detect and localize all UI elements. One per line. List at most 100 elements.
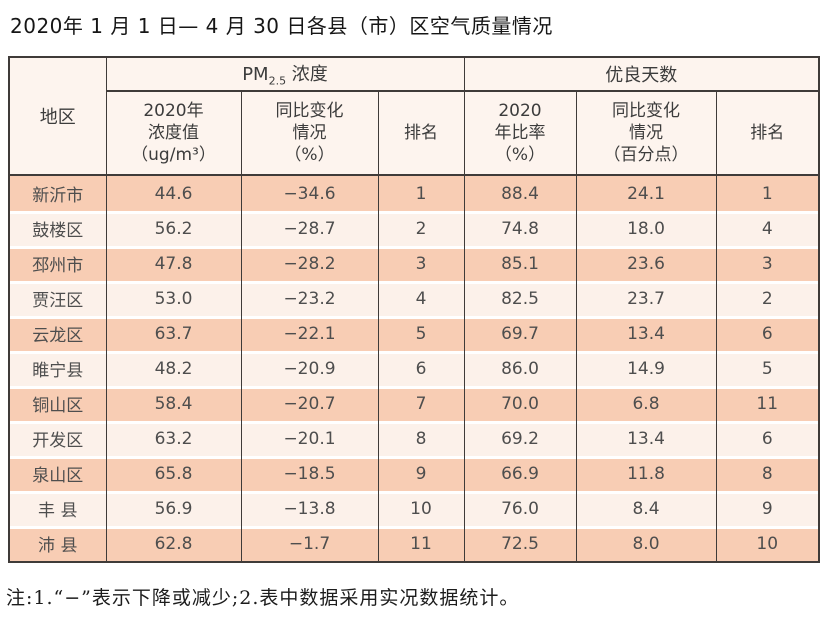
cell-good-change: 6.8: [575, 386, 716, 421]
cell-good-change: 13.4: [575, 421, 716, 456]
cell-pm-rank: 2: [377, 211, 464, 246]
cell-pm-rank: 5: [377, 316, 464, 351]
cell-pm-change: −28.2: [240, 246, 378, 281]
cell-good-rate: 70.0: [463, 386, 576, 421]
cell-pm-value: 65.8: [105, 456, 241, 491]
cell-good-rate: 82.5: [463, 281, 576, 316]
air-quality-table: 地区 PM2.5 浓度 优良天数 2020年 浓度值 （ug/m³） 同比变化 …: [8, 56, 820, 563]
cell-pm-change: −23.2: [240, 281, 378, 316]
cell-good-rank: 4: [715, 211, 819, 246]
footnote: 注:1.“−”表示下降或减少;2.表中数据采用实况数据统计。: [6, 587, 520, 609]
cell-pm-value: 63.7: [105, 316, 241, 351]
cell-pm-value: 62.8: [105, 526, 241, 562]
header-pm-rank: 排名: [377, 91, 464, 176]
cell-good-change: 8.0: [575, 526, 716, 562]
cell-pm-change: −20.9: [240, 351, 378, 386]
cell-good-rank: 6: [715, 316, 819, 351]
cell-good-rate: 76.0: [463, 491, 576, 526]
header-group-row: 地区 PM2.5 浓度 优良天数: [8, 57, 819, 176]
cell-pm-value: 58.4: [105, 386, 241, 421]
cell-good-rank: 5: [715, 351, 819, 386]
cell-good-rank: 6: [715, 421, 819, 456]
cell-pm-rank: 4: [377, 281, 464, 316]
table-row: 铜山区 58.4 −20.7 7 70.0 6.8 11: [8, 386, 819, 421]
pm25-label-prefix: PM: [242, 64, 269, 86]
cell-pm-change: −13.8: [240, 491, 378, 526]
cell-good-rate: 69.7: [463, 316, 576, 351]
cell-pm-rank: 11: [377, 526, 464, 562]
cell-region: 丰 县: [8, 491, 106, 526]
cell-region: 开发区: [8, 421, 106, 456]
cell-pm-value: 53.0: [105, 281, 241, 316]
cell-pm-rank: 7: [377, 386, 464, 421]
header-pm25-group: PM2.5 浓度: [105, 57, 464, 92]
cell-pm-change: −1.7: [240, 526, 378, 562]
cell-region: 睢宁县: [8, 351, 106, 386]
cell-pm-rank: 10: [377, 491, 464, 526]
table-row: 睢宁县 48.2 −20.9 6 86.0 14.9 5: [8, 351, 819, 386]
cell-region: 贾汪区: [8, 281, 106, 316]
cell-pm-value: 47.8: [105, 246, 241, 281]
header-pm-change: 同比变化 情况 （%）: [240, 91, 378, 176]
cell-pm-change: −22.1: [240, 316, 378, 351]
cell-good-rate: 85.1: [463, 246, 576, 281]
table-row: 云龙区 63.7 −22.1 5 69.7 13.4 6: [8, 316, 819, 351]
cell-region: 邳州市: [8, 246, 106, 281]
cell-good-rate: 72.5: [463, 526, 576, 562]
cell-good-change: 11.8: [575, 456, 716, 491]
cell-good-change: 23.7: [575, 281, 716, 316]
cell-good-rank: 1: [715, 175, 819, 211]
cell-good-change: 23.6: [575, 246, 716, 281]
cell-pm-change: −18.5: [240, 456, 378, 491]
cell-pm-change: −28.7: [240, 211, 378, 246]
cell-region: 云龙区: [8, 316, 106, 351]
cell-pm-value: 48.2: [105, 351, 241, 386]
cell-pm-change: −20.7: [240, 386, 378, 421]
pm25-label-subscript: 2.5: [268, 74, 287, 88]
cell-pm-value: 63.2: [105, 421, 241, 456]
pm25-label-suffix: 浓度: [286, 64, 328, 86]
cell-region: 泉山区: [8, 456, 106, 491]
table-row: 新沂市 44.6 −34.6 1 88.4 24.1 1: [8, 175, 819, 211]
cell-pm-rank: 9: [377, 456, 464, 491]
cell-good-rate: 74.8: [463, 211, 576, 246]
cell-good-change: 18.0: [575, 211, 716, 246]
cell-good-change: 24.1: [575, 175, 716, 211]
cell-pm-rank: 1: [377, 175, 464, 211]
cell-pm-value: 56.9: [105, 491, 241, 526]
cell-region: 铜山区: [8, 386, 106, 421]
header-good-days-group: 优良天数: [463, 57, 819, 92]
header-good-change: 同比变化 情况 （百分点）: [575, 91, 716, 176]
header-sub-row: 2020年 浓度值 （ug/m³） 同比变化 情况 （%） 排名 2020 年比…: [9, 91, 819, 176]
cell-good-change: 13.4: [575, 316, 716, 351]
table-row: 丰 县 56.9 −13.8 10 76.0 8.4 9: [8, 491, 819, 526]
header-good-rate: 2020 年比率 （%）: [463, 91, 576, 176]
table-row: 鼓楼区 56.2 −28.7 2 74.8 18.0 4: [8, 211, 819, 246]
cell-pm-change: −20.1: [240, 421, 378, 456]
page-title: 2020年 1 月 1 日— 4 月 30 日各县（市）区空气质量情况: [10, 14, 553, 38]
cell-region: 新沂市: [8, 175, 106, 211]
cell-good-rate: 69.2: [463, 421, 576, 456]
cell-pm-change: −34.6: [240, 175, 378, 211]
header-good-rank: 排名: [715, 91, 819, 176]
table-body: 新沂市 44.6 −34.6 1 88.4 24.1 1 鼓楼区 56.2 −2…: [8, 175, 819, 562]
cell-region: 鼓楼区: [8, 211, 106, 246]
cell-good-rate: 66.9: [463, 456, 576, 491]
cell-good-rank: 11: [715, 386, 819, 421]
cell-good-rank: 8: [715, 456, 819, 491]
cell-pm-rank: 6: [377, 351, 464, 386]
cell-good-rank: 9: [715, 491, 819, 526]
table-row: 沛 县 62.8 −1.7 11 72.5 8.0 10: [8, 526, 819, 562]
table-row: 开发区 63.2 −20.1 8 69.2 13.4 6: [8, 421, 819, 456]
table-row: 泉山区 65.8 −18.5 9 66.9 11.8 8: [8, 456, 819, 491]
header-region: 地区: [8, 57, 106, 176]
cell-good-rank: 2: [715, 281, 819, 316]
cell-good-rate: 88.4: [463, 175, 576, 211]
table-row: 邳州市 47.8 −28.2 3 85.1 23.6 3: [8, 246, 819, 281]
header-pm-value: 2020年 浓度值 （ug/m³）: [105, 91, 241, 176]
cell-pm-rank: 3: [377, 246, 464, 281]
cell-good-rate: 86.0: [463, 351, 576, 386]
cell-good-rank: 3: [715, 246, 819, 281]
cell-good-change: 14.9: [575, 351, 716, 386]
cell-region: 沛 县: [8, 526, 106, 562]
